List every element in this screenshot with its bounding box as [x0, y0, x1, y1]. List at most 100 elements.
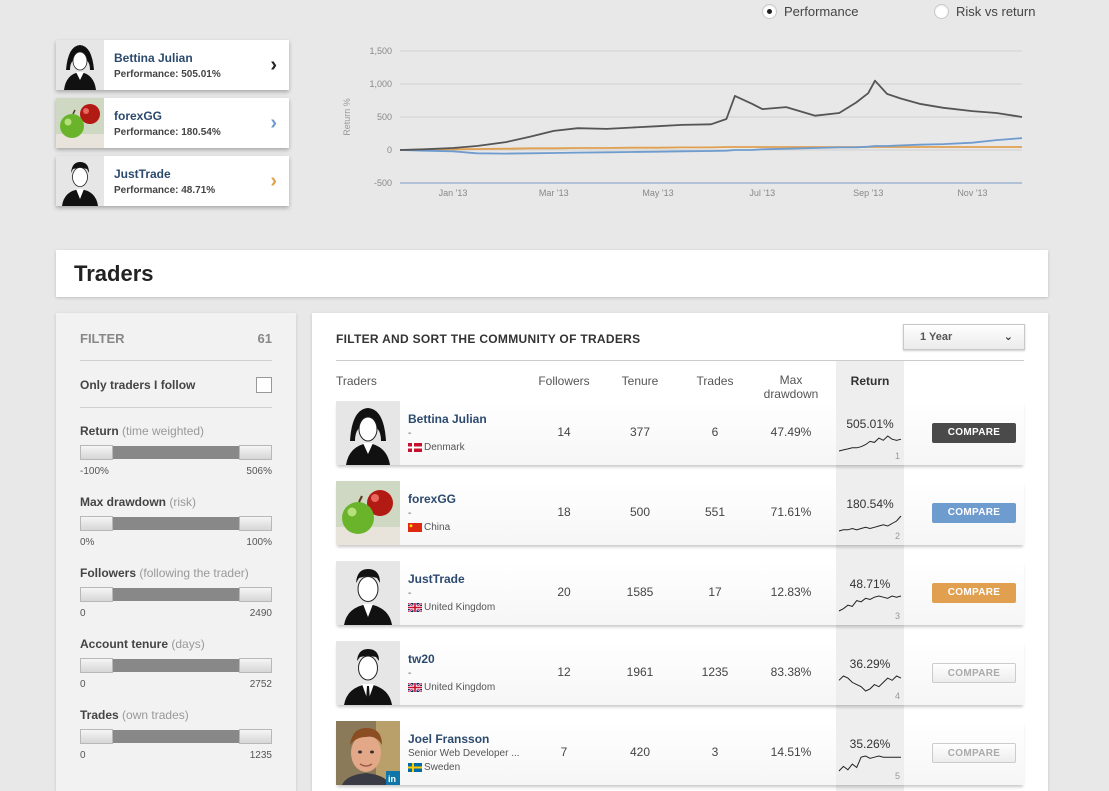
compared-trader-name[interactable]: Bettina Julian — [114, 50, 193, 65]
compared-trader-name[interactable]: forexGG — [114, 108, 163, 123]
trader-subtitle: - — [408, 588, 412, 599]
return-value: 35.26% — [849, 737, 891, 751]
follow-filter-row: Only traders I follow — [80, 376, 272, 394]
slider-min-handle[interactable] — [80, 658, 113, 673]
slider-track[interactable] — [80, 729, 272, 744]
return-value: 505.01% — [846, 417, 894, 431]
slider-max-value: 2752 — [249, 679, 272, 690]
rank-number: 1 — [894, 451, 900, 461]
column-header-max-drawdown[interactable]: Max drawdown — [763, 373, 819, 401]
slider-max-handle[interactable] — [239, 729, 272, 744]
risk-vs-return-radio-dot[interactable] — [934, 3, 949, 19]
slider-max-handle[interactable] — [239, 445, 272, 460]
trader-subtitle: - — [408, 668, 412, 679]
compared-trader-name[interactable]: JustTrade — [114, 166, 171, 181]
trader-subtitle: Senior Web Developer ... — [408, 748, 520, 759]
return-cell: 180.54% 2 — [836, 481, 904, 545]
chevron-right-icon[interactable]: › — [270, 111, 277, 134]
trader-location: United Kingdom — [408, 602, 495, 613]
sparkline-path — [838, 675, 902, 692]
slider-max-handle[interactable] — [239, 587, 272, 602]
return-sparkline — [838, 675, 902, 692]
compare-button[interactable]: COMPARE — [932, 743, 1016, 763]
x-tick-label: May '13 — [642, 188, 673, 198]
column-header-tenure[interactable]: Tenure — [621, 374, 659, 388]
table-row: in Joel Fransson Senior Web Developer ... S… — [336, 721, 1024, 785]
slider-max-handle[interactable] — [239, 516, 272, 531]
series-line — [399, 79, 1023, 151]
svg-text:in: in — [388, 774, 396, 784]
rank-number: 5 — [894, 771, 900, 781]
column-header-traders[interactable]: Traders — [336, 374, 377, 388]
slider-hint: (time weighted) — [122, 424, 205, 438]
slider-max-handle[interactable] — [239, 658, 272, 673]
page-title: Traders — [74, 261, 154, 286]
compared-trader-card[interactable]: JustTrade Performance: 48.71% › — [56, 156, 289, 206]
trader-name-link[interactable]: forexGG — [408, 492, 457, 506]
trader-name-link[interactable]: tw20 — [408, 652, 435, 666]
divider — [336, 360, 1024, 361]
woman-silhouette-avatar — [56, 40, 104, 90]
compare-button[interactable]: COMPARE — [932, 423, 1016, 443]
compare-button[interactable]: COMPARE — [932, 503, 1016, 523]
series-line — [399, 146, 1022, 151]
apples-photo-avatar[interactable] — [336, 481, 400, 545]
trader-name-link[interactable]: Joel Fransson — [408, 732, 490, 746]
slider-min-handle[interactable] — [80, 729, 113, 744]
sparkline-path — [838, 515, 902, 532]
y-tick-label: 0 — [387, 145, 392, 155]
compare-button[interactable]: COMPARE — [932, 663, 1016, 683]
trader-country: United Kingdom — [424, 602, 496, 613]
slider-min-handle[interactable] — [80, 587, 113, 602]
x-tick-label: Jan '13 — [439, 188, 468, 198]
chevron-right-icon[interactable]: › — [270, 53, 277, 76]
row-background — [336, 401, 1024, 465]
compared-trader-card[interactable]: Bettina Julian Performance: 505.01% › — [56, 40, 289, 90]
y-tick-label: 1,500 — [369, 46, 392, 56]
man-photo-avatar[interactable]: in — [336, 721, 400, 785]
apples-photo-avatar — [56, 98, 104, 148]
trades-value: 551 — [704, 505, 726, 519]
filter-header: FILTER 61 — [80, 331, 272, 346]
rank-number: 3 — [894, 611, 900, 621]
risk-vs-return-radio[interactable]: Risk vs return — [934, 3, 1035, 19]
trader-name-link[interactable]: JustTrade — [408, 572, 465, 586]
tenure-value: 500 — [629, 505, 651, 519]
trader-subtitle: - — [408, 428, 412, 439]
trader-country: Sweden — [424, 762, 461, 773]
trader-subtitle: - — [408, 508, 412, 519]
column-header-return[interactable]: Return — [850, 374, 890, 388]
row-background — [336, 561, 1024, 625]
compared-trader-performance: Performance: 180.54% — [114, 126, 221, 138]
compared-trader-card[interactable]: forexGG Performance: 180.54% › — [56, 98, 289, 148]
chevron-right-icon[interactable]: › — [270, 169, 277, 192]
se-flag-icon — [408, 763, 422, 772]
filter-panel: FILTER 61 Only traders I follow Return (… — [56, 313, 296, 791]
performance-radio-dot[interactable] — [762, 3, 777, 19]
woman-silhouette-avatar[interactable] — [336, 401, 400, 465]
column-header-followers[interactable]: Followers — [538, 374, 590, 388]
followers-value: 7 — [560, 745, 568, 759]
man-silhouette-avatar[interactable] — [336, 561, 400, 625]
performance-radio[interactable]: Performance — [762, 3, 858, 19]
slider-track[interactable] — [80, 516, 272, 531]
period-select[interactable]: 1 Year ⌄ — [903, 324, 1025, 350]
slider-track[interactable] — [80, 445, 272, 460]
return-sparkline — [838, 435, 902, 452]
table-row: JustTrade - United Kingdom 20 1585 17 12.83% 48… — [336, 561, 1024, 625]
return-sparkline — [838, 595, 902, 612]
compare-button[interactable]: COMPARE — [932, 583, 1016, 603]
sparkline-path — [838, 435, 902, 452]
follow-filter-checkbox[interactable] — [256, 377, 272, 393]
slider-track[interactable] — [80, 587, 272, 602]
compared-trader-performance: Performance: 505.01% — [114, 68, 221, 80]
column-header-trades[interactable]: Trades — [696, 374, 734, 388]
slider-track[interactable] — [80, 658, 272, 673]
return-cell: 35.26% 5 — [836, 721, 904, 785]
slider-min-handle[interactable] — [80, 445, 113, 460]
slider-hint: (following the trader) — [139, 566, 249, 580]
trader-name-link[interactable]: Bettina Julian — [408, 412, 487, 426]
man-tie-silhouette-avatar[interactable] — [336, 641, 400, 705]
slider-min-handle[interactable] — [80, 516, 113, 531]
followers-value: 12 — [557, 665, 571, 679]
